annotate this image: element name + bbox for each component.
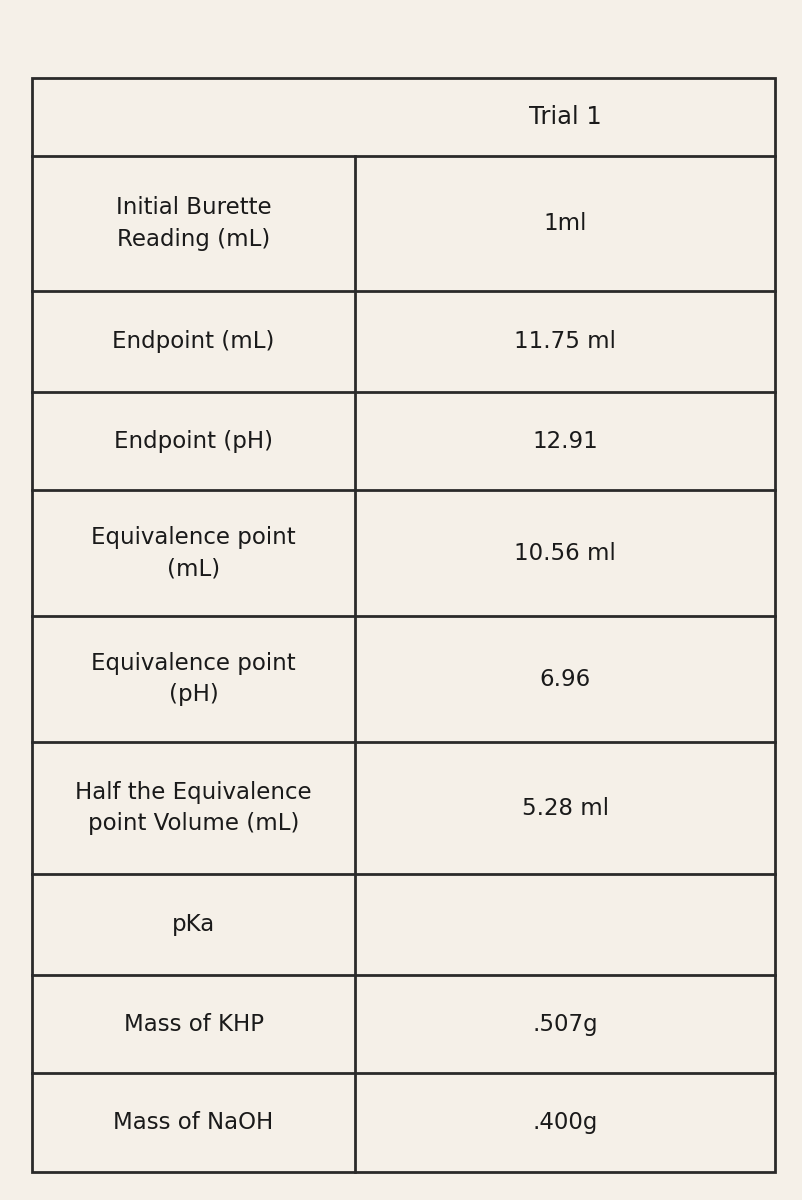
- Text: Initial Burette
Reading (mL): Initial Burette Reading (mL): [115, 197, 271, 251]
- Text: 11.75 ml: 11.75 ml: [513, 330, 615, 353]
- Text: Half the Equivalence
point Volume (mL): Half the Equivalence point Volume (mL): [75, 781, 311, 835]
- Text: Mass of KHP: Mass of KHP: [124, 1013, 263, 1036]
- Text: .507g: .507g: [532, 1013, 597, 1036]
- Text: Trial 1: Trial 1: [528, 104, 601, 128]
- Text: 12.91: 12.91: [532, 430, 597, 452]
- Text: Endpoint (pH): Endpoint (pH): [114, 430, 273, 452]
- Text: 5.28 ml: 5.28 ml: [521, 797, 608, 820]
- Text: Endpoint (mL): Endpoint (mL): [112, 330, 274, 353]
- Text: 1ml: 1ml: [543, 212, 586, 235]
- Text: Equivalence point
(pH): Equivalence point (pH): [91, 653, 296, 707]
- Text: pKa: pKa: [172, 913, 215, 936]
- Text: 6.96: 6.96: [539, 668, 590, 691]
- Text: Mass of NaOH: Mass of NaOH: [113, 1111, 273, 1134]
- Text: 10.56 ml: 10.56 ml: [513, 542, 615, 565]
- Text: Equivalence point
(mL): Equivalence point (mL): [91, 527, 296, 581]
- Text: .400g: .400g: [532, 1111, 597, 1134]
